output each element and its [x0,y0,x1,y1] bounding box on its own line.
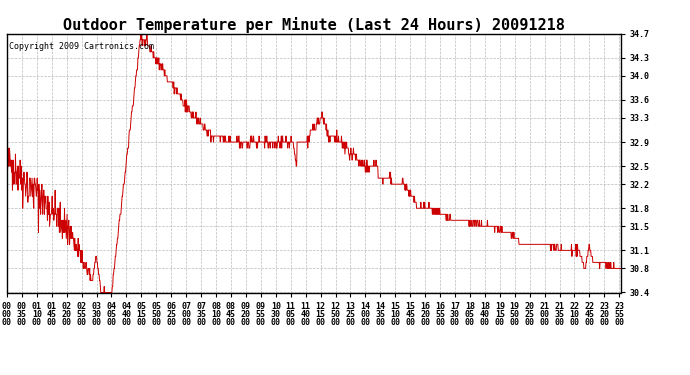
Text: Copyright 2009 Cartronics.com: Copyright 2009 Cartronics.com [9,42,154,51]
Title: Outdoor Temperature per Minute (Last 24 Hours) 20091218: Outdoor Temperature per Minute (Last 24 … [63,16,565,33]
